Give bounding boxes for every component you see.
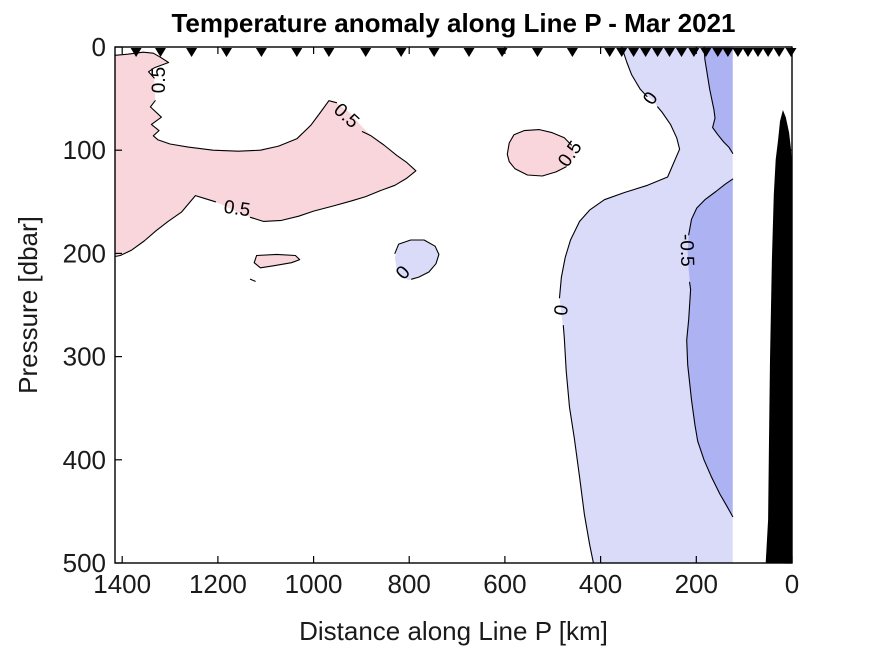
station-marker [652,48,664,57]
contour-label: 0.5 [222,197,251,221]
station-marker [532,48,543,57]
y-tick-label: 500 [63,548,106,578]
contour-region-negative-strong-main [686,179,733,517]
station-marker [130,48,142,57]
station-marker [628,48,640,57]
contour-line-minus-half-upper [703,46,734,154]
x-tick-label: 1400 [93,569,151,599]
station-marker [712,48,724,57]
station-marker [323,48,335,57]
station-marker [722,48,734,57]
contour-line-plus-half-west [114,195,217,258]
station-marker [395,48,407,57]
station-marker [762,48,774,57]
station-marker [700,48,712,57]
contour-line-plus-half-patch [506,129,572,177]
station-marker [463,48,475,57]
station-marker [742,48,754,57]
station-marker [752,48,764,57]
contour-label: 0 [551,304,573,317]
station-marker [773,48,785,57]
station-marker [496,48,508,57]
axis-frame [114,46,793,564]
contour-line-zero-main [558,106,681,299]
contour-region-positive-west [115,52,416,257]
station-marker [221,48,232,57]
contour-line-zero-lens [394,239,440,280]
station-marker [186,48,198,57]
contour-line-minus-half-main [688,178,734,236]
contour-region-positive-sliver [254,254,300,268]
station-marker [155,48,166,57]
contour-region-seafloor-land [765,110,792,563]
y-tick-label: 300 [63,342,106,372]
contour-label: -0.5 [675,234,697,267]
y-tick-label: 400 [63,445,106,475]
station-marker [291,48,303,57]
contour-line-minus-half-main [686,281,734,518]
y-tick-label: 100 [63,135,106,165]
station-marker [616,48,628,57]
station-marker [604,48,616,57]
contour-region-negative-light-main [559,47,733,563]
station-marker [664,48,675,57]
station-marker [255,48,267,57]
chart-title: Temperature anomaly along Line P - Mar 2… [171,8,736,38]
station-marker [676,48,687,57]
contour-line-tiny-mark [249,278,256,282]
x-tick-label: 1000 [285,569,343,599]
contour-label: 0.5 [149,67,170,93]
x-axis-label: Distance along Line P [km] [299,616,608,646]
contour-region-negative-lens [394,240,439,281]
x-tick-label: 800 [388,569,431,599]
contour-line-plus-half-sliver [253,253,301,269]
station-marker [428,48,440,57]
x-tick-label: 1200 [189,569,247,599]
contour-line-zero-main [562,325,594,564]
contour-line-plus-half-west [114,51,170,79]
contour-region-positive-patch-mid [507,129,575,176]
contour-line-plus-half-west [149,100,338,152]
station-marker [360,48,372,57]
contour-line-zero-main [621,46,648,98]
station-marker [785,48,797,57]
station-marker [732,48,744,57]
station-marker [640,48,652,57]
x-tick-label: 400 [579,569,622,599]
contour-region-negative-strong-upper [704,47,733,154]
x-tick-label: 200 [675,569,718,599]
y-tick-label: 200 [63,238,106,268]
y-tick-label: 0 [92,32,106,62]
x-tick-label: 0 [785,569,799,599]
contour-line-plus-half-west [249,131,417,222]
x-tick-label: 600 [483,569,526,599]
station-marker [566,48,578,57]
